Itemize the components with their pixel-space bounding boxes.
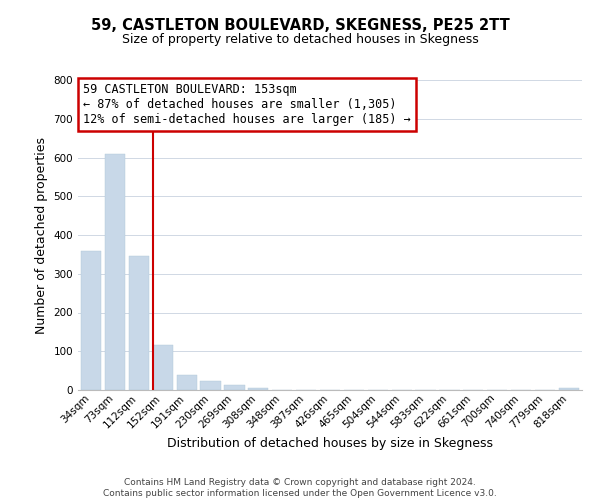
Text: Contains HM Land Registry data © Crown copyright and database right 2024.
Contai: Contains HM Land Registry data © Crown c… (103, 478, 497, 498)
Bar (200, 382, 221, 390)
Text: 59, CASTLETON BOULEVARD, SKEGNESS, PE25 2TT: 59, CASTLETON BOULEVARD, SKEGNESS, PE25 … (91, 18, 509, 32)
Bar (559, 388, 579, 390)
Bar (105, 154, 125, 390)
Text: 59 CASTLETON BOULEVARD: 153sqm
← 87% of detached houses are smaller (1,305)
12% : 59 CASTLETON BOULEVARD: 153sqm ← 87% of … (83, 83, 411, 126)
Y-axis label: Number of detached properties: Number of detached properties (35, 136, 48, 334)
Bar (129, 256, 149, 390)
Text: Size of property relative to detached houses in Skegness: Size of property relative to detached ho… (122, 32, 478, 46)
Bar (152, 346, 173, 390)
Bar (248, 388, 268, 390)
Bar (224, 386, 245, 390)
Bar (176, 374, 197, 390)
X-axis label: Distribution of detached houses by size in Skegness: Distribution of detached houses by size … (167, 436, 493, 450)
Bar (81, 250, 101, 390)
